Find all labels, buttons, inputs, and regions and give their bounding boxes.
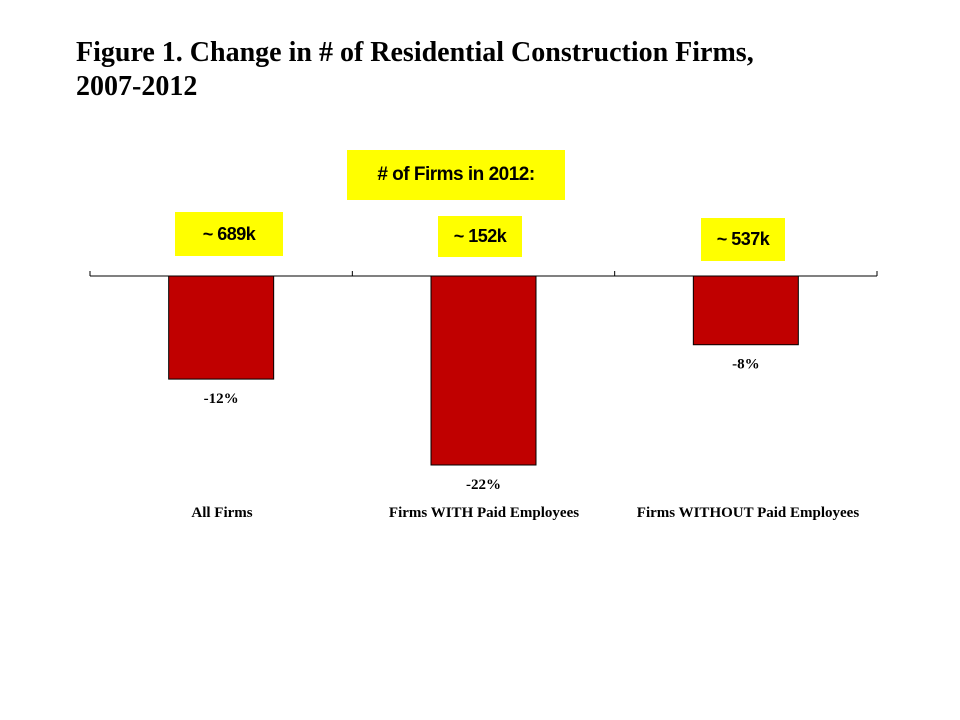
bar-2-data-label: -22% [466,477,501,493]
all-firms-count-callout: ~ 689k [175,212,283,256]
bar-1-data-label: -12% [204,391,239,407]
category-label-without-employees: Firms WITHOUT Paid Employees [636,505,860,521]
bar-2 [430,275,537,466]
bar-1 [168,275,275,380]
firms-2012-header-callout: # of Firms in 2012: [347,150,565,200]
chart-title-line1: Figure 1. Change in # of Residential Con… [76,37,754,68]
category-label-all-firms: All Firms [191,505,253,521]
chart-title: Figure 1. Change in # of Residential Con… [76,36,916,104]
without-employees-count-callout: ~ 537k [701,218,785,261]
chart-title-line2: 2007-2012 [76,71,198,102]
category-label-with-employees: Firms WITH Paid Employees [388,505,580,521]
bar-3-data-label: -8% [732,357,760,373]
bar-3 [692,275,799,346]
with-employees-count-callout: ~ 152k [438,216,522,257]
